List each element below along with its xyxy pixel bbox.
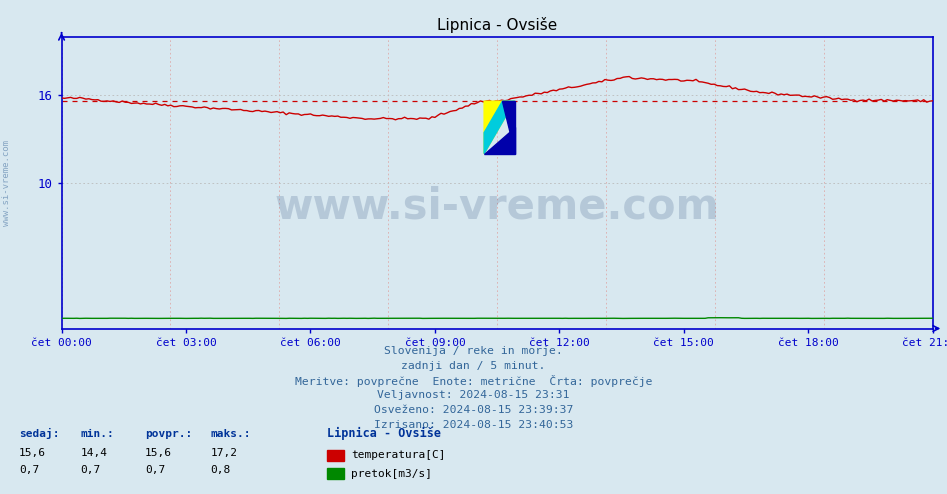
Polygon shape xyxy=(484,127,514,154)
Text: Meritve: povprečne  Enote: metrične  Črta: povprečje: Meritve: povprečne Enote: metrične Črta:… xyxy=(295,375,652,387)
Text: povpr.:: povpr.: xyxy=(145,429,192,439)
Polygon shape xyxy=(503,101,514,154)
Text: 15,6: 15,6 xyxy=(145,448,172,458)
Text: 15,6: 15,6 xyxy=(19,448,46,458)
Polygon shape xyxy=(484,101,514,154)
Text: pretok[m3/s]: pretok[m3/s] xyxy=(351,469,433,479)
Text: 14,4: 14,4 xyxy=(80,448,108,458)
Text: Osveženo: 2024-08-15 23:39:37: Osveženo: 2024-08-15 23:39:37 xyxy=(374,405,573,415)
Text: Veljavnost: 2024-08-15 23:31: Veljavnost: 2024-08-15 23:31 xyxy=(377,390,570,400)
Text: www.si-vreme.com: www.si-vreme.com xyxy=(2,140,11,226)
Text: 0,7: 0,7 xyxy=(80,465,100,475)
Text: 0,7: 0,7 xyxy=(19,465,39,475)
Text: Lipnica - Ovsiše: Lipnica - Ovsiše xyxy=(327,427,440,440)
Text: Izrisano: 2024-08-15 23:40:53: Izrisano: 2024-08-15 23:40:53 xyxy=(374,420,573,430)
Text: 0,8: 0,8 xyxy=(210,465,230,475)
Text: Slovenija / reke in morje.: Slovenija / reke in morje. xyxy=(384,346,563,356)
Polygon shape xyxy=(484,101,514,154)
Text: www.si-vreme.com: www.si-vreme.com xyxy=(275,185,720,227)
Text: temperatura[C]: temperatura[C] xyxy=(351,451,446,460)
Text: zadnji dan / 5 minut.: zadnji dan / 5 minut. xyxy=(402,361,545,370)
Text: min.:: min.: xyxy=(80,429,115,439)
Text: 17,2: 17,2 xyxy=(210,448,238,458)
Text: 0,7: 0,7 xyxy=(145,465,165,475)
Text: maks.:: maks.: xyxy=(210,429,251,439)
Title: Lipnica - Ovsiše: Lipnica - Ovsiše xyxy=(438,17,557,33)
Text: sedaj:: sedaj: xyxy=(19,428,60,439)
